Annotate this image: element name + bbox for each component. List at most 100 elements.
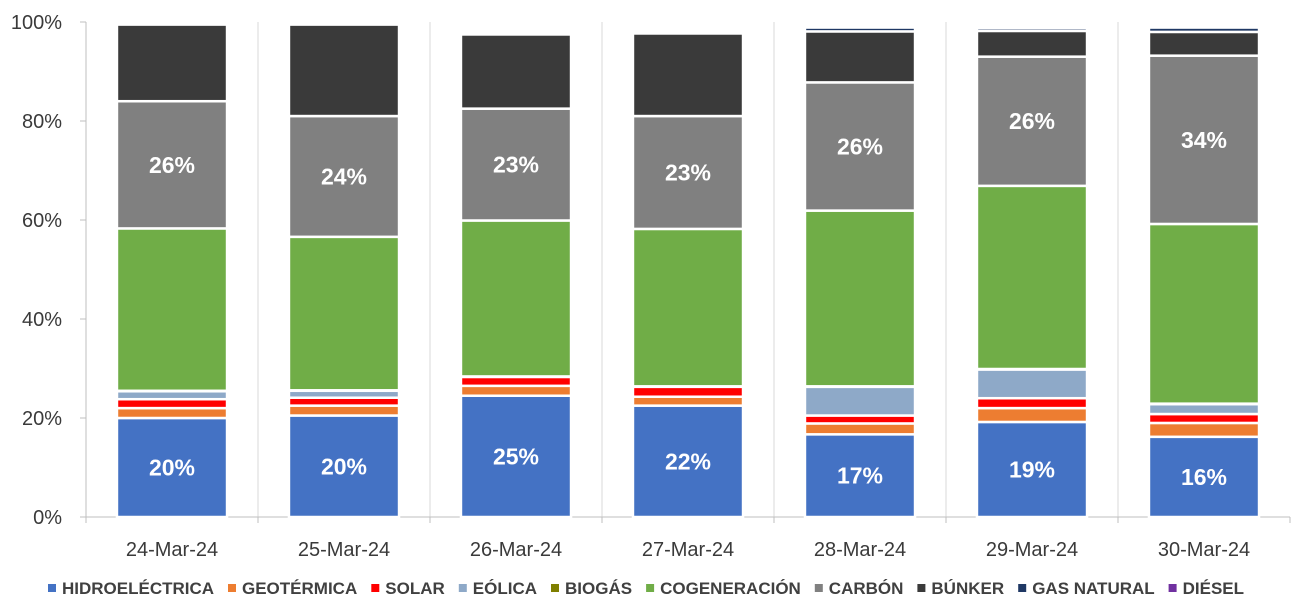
bar-segment xyxy=(459,219,573,378)
x-tick-label: 25-Mar-24 xyxy=(298,539,390,561)
bar-segment xyxy=(115,227,229,393)
bar-segment xyxy=(803,209,917,388)
bar-segment xyxy=(803,385,917,417)
data-label: 26% xyxy=(837,133,883,159)
bar-segment xyxy=(459,384,573,397)
legend-label: BÚNKER xyxy=(931,579,1004,598)
y-tick-label: 100% xyxy=(11,12,62,34)
bar-segment xyxy=(975,396,1089,410)
legend-label: CARBÓN xyxy=(829,579,904,598)
y-tick-label: 0% xyxy=(33,507,62,529)
legend-item: GAS NATURAL xyxy=(1018,579,1155,598)
legend-item: BÚNKER xyxy=(917,579,1004,598)
legend-swatch xyxy=(371,584,380,592)
data-label: 20% xyxy=(149,455,195,481)
legend-swatch xyxy=(228,584,236,592)
legend-item: DIÉSEL xyxy=(1168,579,1244,598)
legend-label: SOLAR xyxy=(385,579,445,598)
legend-label: DIÉSEL xyxy=(1183,579,1244,598)
bar-segment xyxy=(1147,222,1261,405)
data-label: 17% xyxy=(837,463,883,489)
x-tick-label: 26-Mar-24 xyxy=(470,539,562,561)
bar-segment xyxy=(459,394,573,519)
bar-segment xyxy=(115,99,229,230)
x-tick-label: 24-Mar-24 xyxy=(126,539,218,561)
data-label: 23% xyxy=(493,152,539,178)
bar-segment xyxy=(975,368,1089,400)
legend-label: BIOGÁS xyxy=(565,579,632,598)
bar-segment xyxy=(115,406,229,420)
bar-segment xyxy=(1147,30,1261,57)
x-tick-label: 27-Mar-24 xyxy=(642,539,734,561)
legend-swatch xyxy=(551,584,559,592)
grid-lines xyxy=(257,22,1119,517)
x-tick-label: 28-Mar-24 xyxy=(814,539,906,561)
bar-segment xyxy=(459,33,573,110)
legend-swatch xyxy=(1168,584,1177,592)
legend-label: GEOTÉRMICA xyxy=(242,579,357,598)
legend-item: CARBÓN xyxy=(814,579,904,598)
bar-segment xyxy=(287,404,401,417)
bar-segment xyxy=(975,55,1089,188)
bar-segment xyxy=(115,23,229,103)
legend-item: BIOGÁS xyxy=(551,579,632,598)
bar-segment xyxy=(115,416,229,519)
bar-segment xyxy=(803,30,917,84)
bar-segment xyxy=(631,227,745,388)
legend: HIDROELÉCTRICA GEOTÉRMICA SOLAR EÓLICA BIOGÁ… xyxy=(48,579,1244,598)
bar-segment xyxy=(115,397,229,410)
legend-item: HIDROELÉCTRICA xyxy=(48,579,214,598)
legend-label: HIDROELÉCTRICA xyxy=(62,579,214,598)
data-label: 25% xyxy=(493,443,539,469)
legend-swatch xyxy=(917,584,926,592)
legend-swatch xyxy=(458,584,467,592)
x-tick-label: 29-Mar-24 xyxy=(986,539,1078,561)
bar-segment xyxy=(1147,402,1261,416)
bar-segment xyxy=(975,420,1089,519)
bar-segment xyxy=(975,406,1089,424)
bar-segment xyxy=(631,385,745,398)
bar-segment xyxy=(631,395,745,407)
bar-segment xyxy=(287,23,401,118)
legend-swatch xyxy=(1018,584,1027,592)
legend-label: EÓLICA xyxy=(473,579,537,598)
data-label: 22% xyxy=(665,448,711,474)
bar-segment xyxy=(287,235,401,392)
y-tick-label: 80% xyxy=(22,111,62,133)
x-tick-label: 30-Mar-24 xyxy=(1158,539,1250,561)
bar-segment xyxy=(1147,435,1261,519)
bar-segment xyxy=(803,422,917,436)
data-label: 24% xyxy=(321,163,367,189)
legend-swatch xyxy=(646,584,655,592)
legend-swatch xyxy=(48,584,56,592)
bars xyxy=(115,22,1261,519)
bar-segment xyxy=(631,114,745,231)
legend-label: COGENERACIÓN xyxy=(660,579,801,598)
legend-item: GEOTÉRMICA xyxy=(228,579,357,598)
legend-item: SOLAR xyxy=(371,579,445,598)
legend-item: EÓLICA xyxy=(458,579,537,598)
legend-swatch xyxy=(814,584,823,592)
y-tick-label: 60% xyxy=(22,210,62,232)
data-label: 16% xyxy=(1181,464,1227,490)
y-tick-label: 20% xyxy=(22,408,62,430)
bar-segment xyxy=(975,184,1089,371)
data-label: 26% xyxy=(149,152,195,178)
data-label: 34% xyxy=(1181,127,1227,153)
data-labels: 20% 26% 20% 24% 25% 23% 22% 23% 17% 26% 19% 26% 16% 3… xyxy=(149,108,1227,490)
bar-segment xyxy=(1147,412,1261,425)
bar-segment xyxy=(287,414,401,519)
data-label: 26% xyxy=(1009,108,1055,134)
data-label: 23% xyxy=(665,159,711,185)
bar-segment xyxy=(459,375,573,388)
legend-label: GAS NATURAL xyxy=(1032,579,1154,598)
axes: 0% 20% 40% 60% 80% 100% 24-Mar-24 25-Mar-24 26-M… xyxy=(11,12,1291,561)
bar-segment xyxy=(1147,421,1261,439)
data-label: 19% xyxy=(1009,456,1055,482)
data-label: 20% xyxy=(321,453,367,479)
bar-segment xyxy=(975,29,1089,58)
y-tick-label: 40% xyxy=(22,309,62,331)
bar-segment xyxy=(287,114,401,239)
